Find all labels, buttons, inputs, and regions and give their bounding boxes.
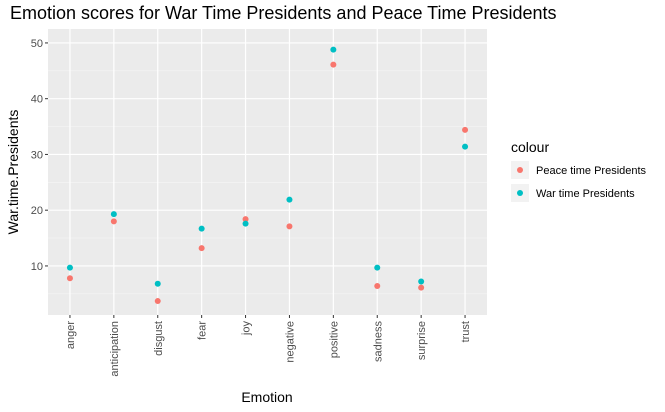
legend: colour Peace time Presidents War time Pre…	[511, 139, 647, 202]
y-tick-label: 20	[31, 205, 43, 217]
data-point	[286, 196, 293, 203]
x-tick-label: fear	[197, 321, 209, 340]
data-point	[374, 283, 381, 290]
x-tick-label: anticipation	[109, 321, 121, 377]
data-point	[154, 298, 161, 305]
data-point	[242, 216, 249, 223]
legend-key-point	[517, 167, 523, 173]
x-tick-label: disgust	[153, 321, 165, 356]
data-point	[330, 61, 337, 68]
data-points	[66, 46, 469, 305]
data-point	[242, 220, 249, 227]
y-axis: 10 20 30 40 50	[31, 38, 48, 273]
y-tick-label: 50	[31, 38, 43, 50]
data-point	[286, 223, 293, 230]
x-tick-label: trust	[460, 321, 472, 342]
data-point	[418, 284, 425, 291]
legend-label: Peace time Presidents	[536, 165, 647, 177]
y-tick-label: 10	[31, 261, 43, 273]
data-point	[198, 225, 205, 232]
x-axis-title: Emotion	[241, 389, 292, 405]
data-point	[462, 126, 469, 133]
x-tick-label: surprise	[416, 321, 428, 360]
data-point	[462, 143, 469, 150]
data-point	[374, 264, 381, 271]
data-point	[66, 275, 73, 282]
legend-key-point	[517, 190, 523, 196]
data-point	[198, 245, 205, 252]
data-point	[418, 278, 425, 285]
y-tick-label: 30	[31, 149, 43, 161]
x-axis: anger anticipation disgust fear joy negative p…	[65, 315, 472, 377]
x-tick-label: anger	[65, 321, 77, 349]
x-tick-label: negative	[284, 321, 296, 363]
legend-label: War time Presidents	[536, 188, 635, 200]
data-point	[110, 218, 117, 225]
data-point	[154, 280, 161, 287]
y-tick-label: 40	[31, 94, 43, 106]
chart-title: Emotion scores for War Time Presidents a…	[10, 3, 557, 23]
data-point	[330, 46, 337, 53]
data-point	[66, 264, 73, 271]
data-point	[110, 211, 117, 218]
x-tick-label: positive	[328, 321, 340, 358]
minor-gridlines	[48, 70, 487, 295]
plot-panel	[48, 29, 487, 315]
y-axis-title: War.time.Presidents	[5, 110, 21, 235]
x-tick-label: sadness	[372, 321, 384, 362]
x-tick-label: joy	[241, 321, 253, 337]
legend-title: colour	[511, 139, 549, 155]
